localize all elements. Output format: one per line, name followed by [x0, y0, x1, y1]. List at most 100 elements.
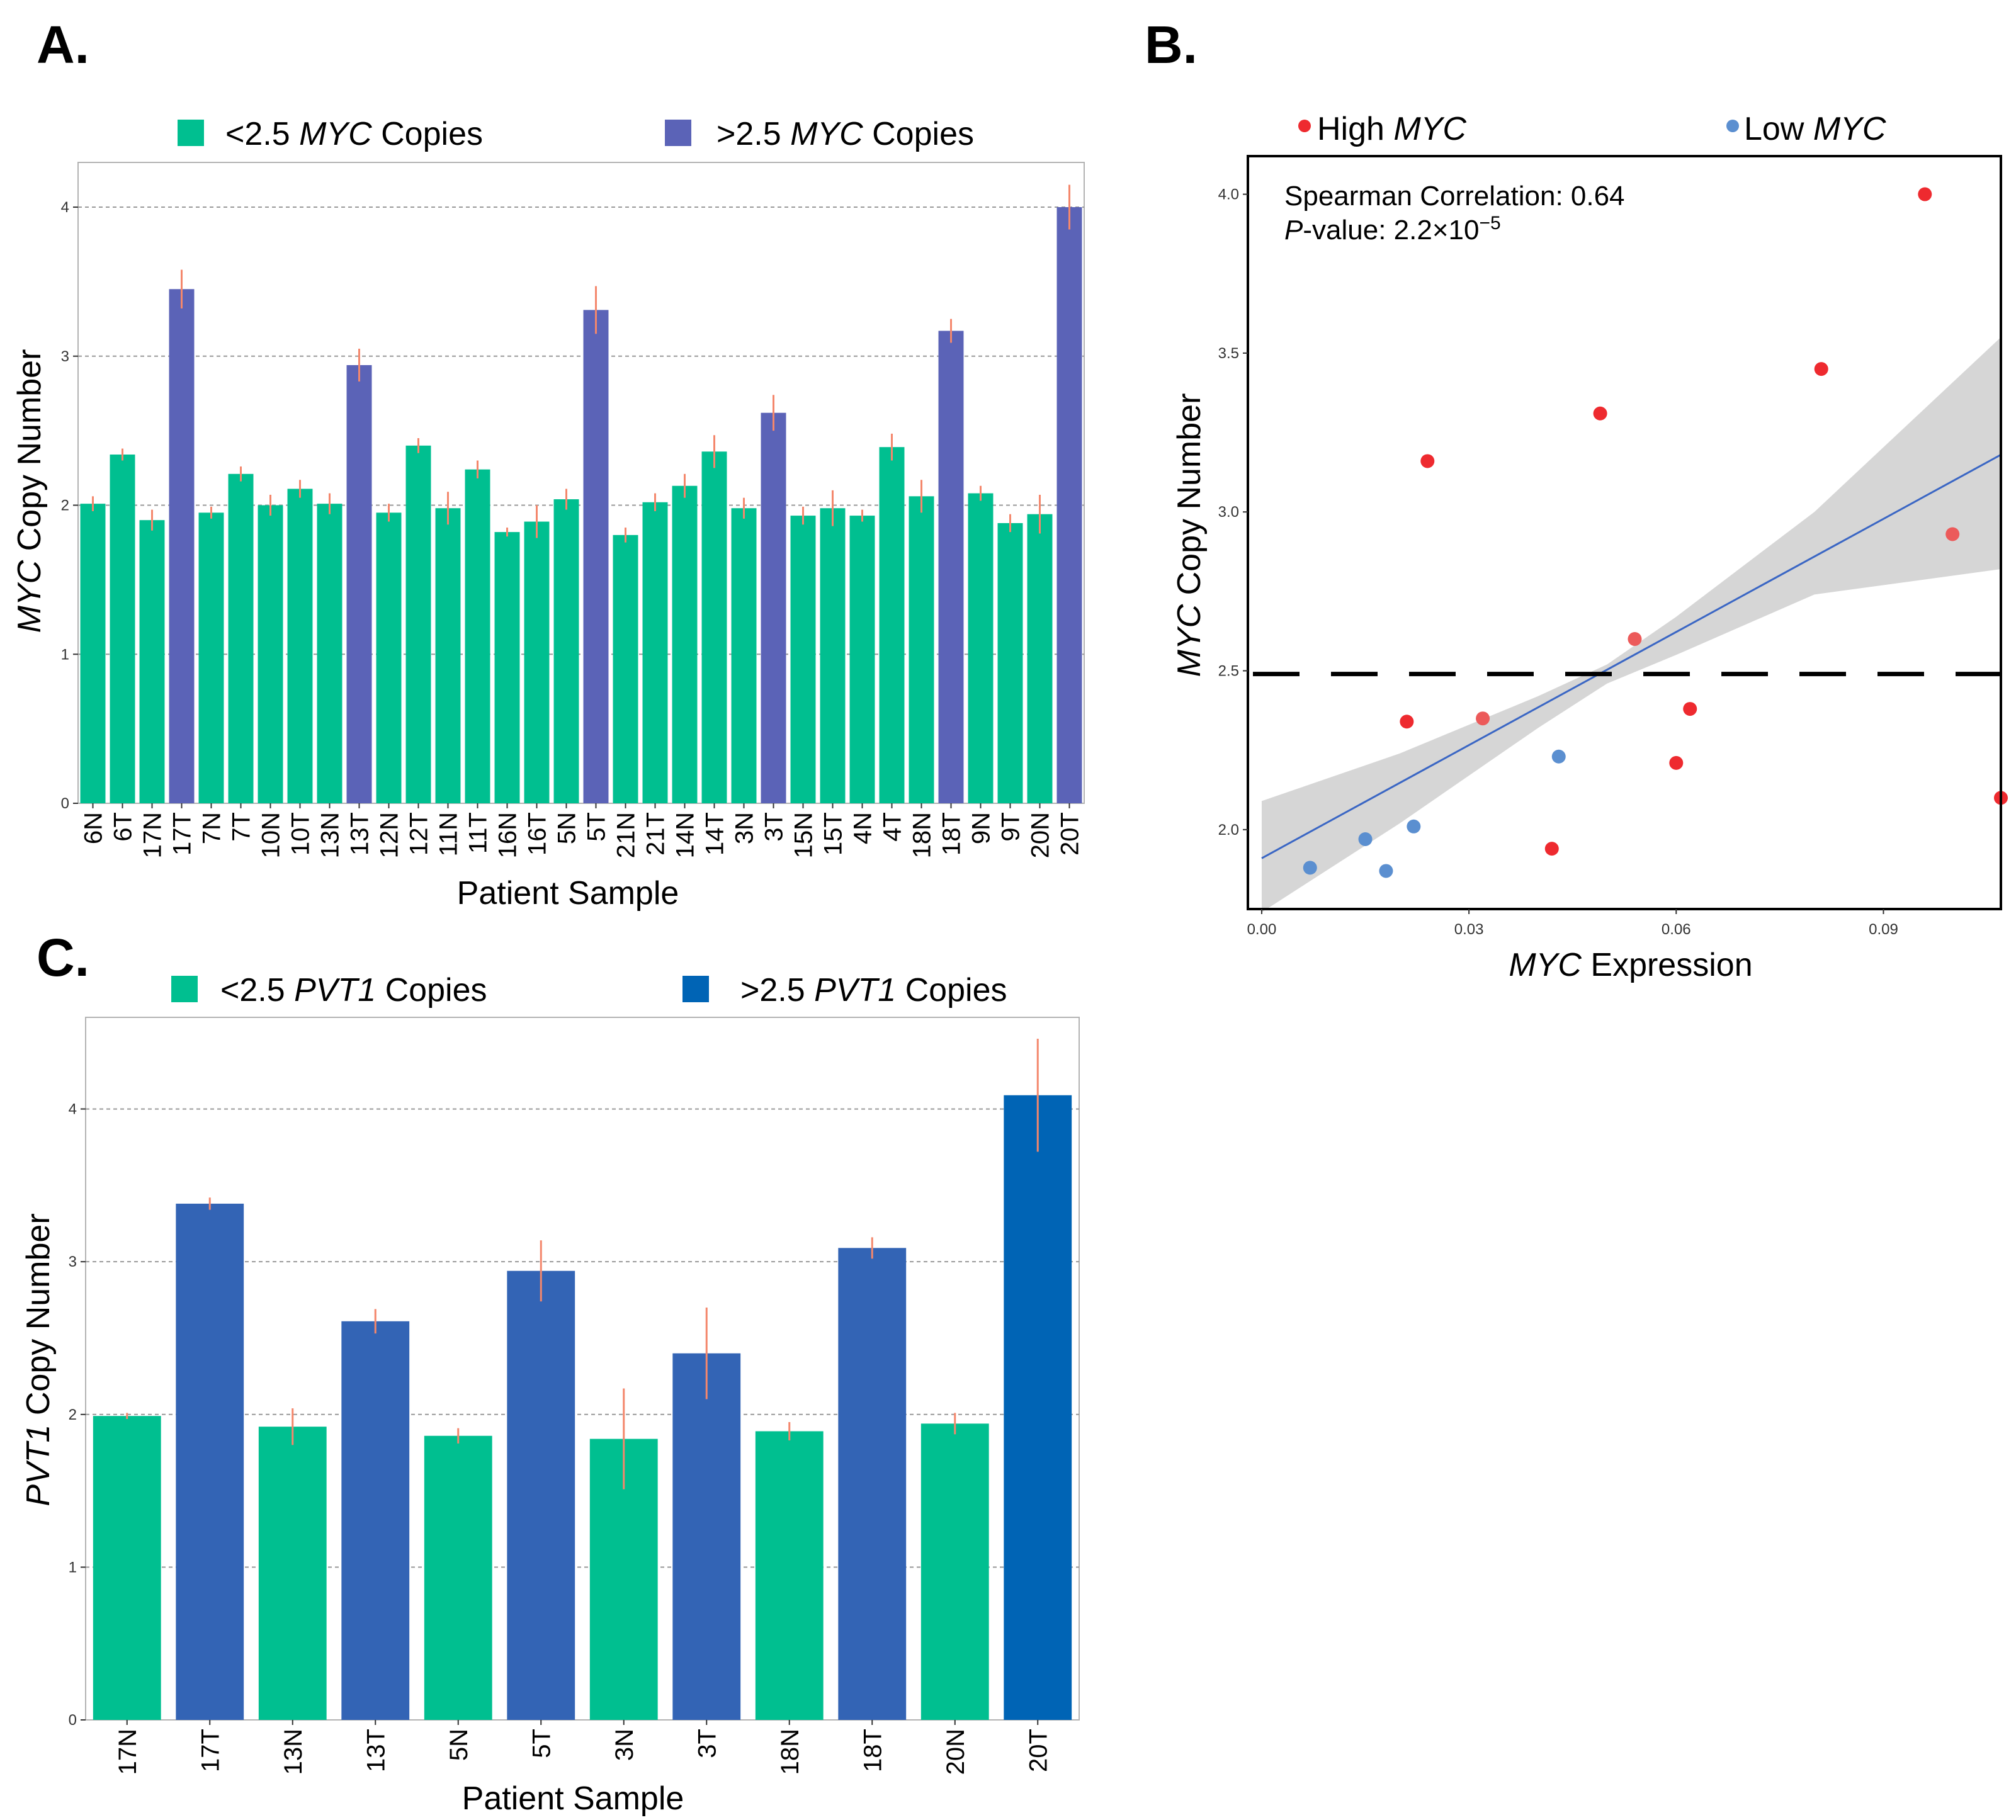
bar — [790, 516, 816, 803]
bar — [997, 523, 1023, 803]
panel-a-plot-frame — [77, 162, 1085, 804]
y-tick-label: 4 — [69, 1101, 77, 1118]
scatter-point — [1358, 832, 1373, 846]
bar — [920, 1423, 989, 1720]
bar — [1056, 207, 1082, 803]
confidence-band — [1261, 337, 2001, 913]
legend-swatch-low-pvt1 — [171, 976, 198, 1002]
panel-b-y-axis-title: MYC Copy Number — [1171, 393, 1208, 677]
panel-c-bars — [93, 1038, 1072, 1720]
panel-a-legend: <2.5 MYC Copies >2.5 MYC Copies — [178, 116, 974, 152]
scatter-point — [1420, 454, 1435, 468]
y-tick-label: 2 — [61, 497, 69, 514]
bar — [938, 331, 964, 803]
scatter-point — [1814, 362, 1828, 376]
bar — [424, 1435, 492, 1720]
x-tick-label: 21N — [613, 812, 640, 858]
x-tick-label: 10N — [258, 812, 285, 858]
x-tick-label: 17T — [169, 812, 196, 856]
panel-c-gridlines — [86, 1108, 1079, 1568]
y-tick-label: 2.5 — [1218, 663, 1239, 680]
x-tick-label: 13N — [280, 1729, 307, 1775]
panel-a: A. <2.5 MYC Copies >2.5 MYC Copies 0 1 2 3 4… — [11, 15, 1085, 912]
bar — [341, 1321, 410, 1720]
x-tick-label: 6T — [110, 812, 137, 842]
bar — [405, 445, 431, 803]
bar — [642, 502, 668, 803]
bar — [968, 493, 994, 803]
x-tick-label: 12T — [405, 812, 433, 856]
legend-swatch-high-pvt1 — [682, 976, 709, 1002]
panel-b-legend: High MYC Low MYC — [1298, 111, 1886, 147]
x-tick-label: 18T — [938, 812, 966, 856]
x-tick-label: 13T — [346, 812, 374, 856]
bar — [583, 310, 609, 804]
scatter-point — [1628, 632, 1642, 647]
bar — [176, 1203, 244, 1720]
scatter-point — [1918, 187, 1932, 201]
x-tick-label: 0.03 — [1454, 921, 1484, 938]
bar — [909, 496, 934, 803]
panel-b-y-ticks: 2.0 2.5 3.0 3.5 4.0 — [1218, 186, 1248, 839]
x-tick-label: 4T — [879, 812, 907, 842]
x-tick-label: 16N — [494, 812, 522, 858]
bar — [507, 1270, 575, 1720]
legend-swatch-high — [665, 120, 691, 146]
bar — [849, 516, 875, 803]
x-tick-label: 0.09 — [1869, 921, 1898, 938]
x-tick-label: 17T — [196, 1729, 224, 1772]
bar — [169, 289, 195, 803]
x-tick-label: 0.00 — [1247, 921, 1277, 938]
x-tick-label: 3N — [731, 812, 759, 844]
panel-b-label: B. — [1145, 15, 1198, 74]
panel-c-y-axis-title: PVT1 Copy Number — [20, 1213, 57, 1506]
x-tick-label: 18N — [776, 1729, 804, 1775]
scatter-point — [1551, 749, 1566, 764]
spearman-annotation: Spearman Correlation: 0.64 — [1284, 181, 1625, 212]
x-tick-label: 7N — [198, 812, 226, 844]
x-tick-label: 10T — [287, 812, 315, 856]
scatter-point — [1593, 406, 1607, 421]
x-tick-label: 13T — [362, 1729, 390, 1772]
y-tick-label: 3 — [69, 1253, 77, 1270]
bar — [879, 447, 905, 803]
x-tick-label: 5N — [553, 812, 581, 844]
y-tick-label: 2 — [69, 1406, 77, 1423]
x-tick-label: 6N — [80, 812, 108, 844]
bar — [613, 534, 638, 803]
bar — [731, 508, 757, 803]
scatter-point — [1407, 819, 1421, 834]
x-tick-label: 20N — [1027, 812, 1055, 858]
bar — [376, 512, 402, 803]
y-tick-label: 4.0 — [1218, 186, 1239, 203]
legend-label-low-myc: Low MYC — [1744, 111, 1886, 147]
panel-b: B. High MYC Low MYC Spearman Correlation… — [1145, 15, 2008, 983]
panel-c-x-ticks: 17N 17T 13N 13T 5N 5T 3N 3T 18N 18T 20N 20T — [114, 1720, 1052, 1775]
scatter-point — [1669, 755, 1684, 770]
x-tick-label: 17N — [139, 812, 167, 858]
y-tick-label: 1 — [61, 646, 69, 663]
bar — [346, 365, 372, 803]
x-tick-label: 3T — [761, 812, 788, 842]
bar — [820, 508, 846, 803]
panel-b-plot-frame — [1247, 155, 2002, 910]
x-tick-label: 3T — [693, 1729, 721, 1758]
scatter-point — [1303, 861, 1317, 875]
bar — [755, 1431, 824, 1720]
x-tick-label: 20T — [1024, 1729, 1052, 1772]
legend-label-high-myc: High MYC — [1317, 111, 1466, 147]
bar — [93, 1416, 161, 1720]
legend-label-high: >2.5 MYC Copies — [716, 116, 974, 152]
y-tick-label: 3.5 — [1218, 345, 1239, 362]
y-tick-label: 0 — [69, 1712, 77, 1729]
panel-c-plot-frame — [85, 1017, 1080, 1721]
panel-a-x-ticks: 6N 6T 17N 17T 7N 7T 10N 10T 13N 13T 12N 12T 11N 11T 16… — [80, 803, 1084, 858]
y-tick-label: 4 — [61, 199, 69, 216]
panel-b-plot-area — [1253, 187, 2008, 913]
panel-a-y-axis-title: MYC Copy Number — [11, 349, 48, 633]
x-tick-label: 5N — [445, 1729, 473, 1761]
x-tick-label: 11T — [465, 812, 492, 854]
bar — [228, 473, 254, 803]
x-tick-label: 15N — [790, 812, 818, 858]
legend-swatch-low — [178, 120, 204, 146]
